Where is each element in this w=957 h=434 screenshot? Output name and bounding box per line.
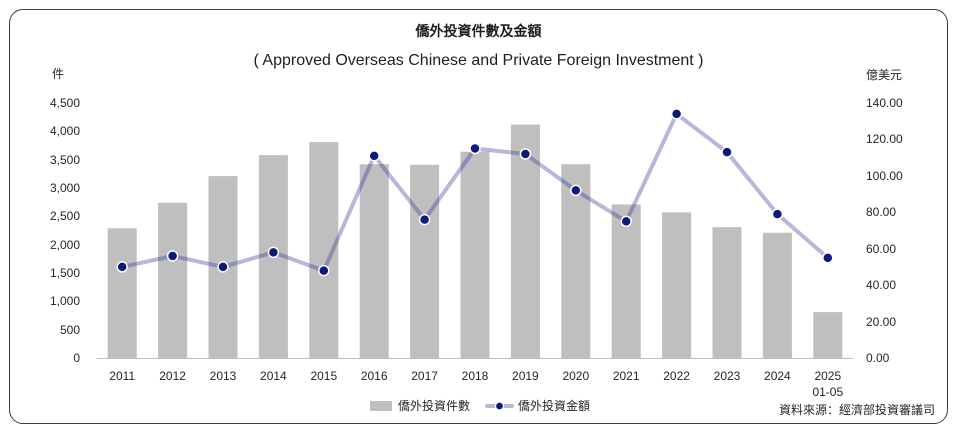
line-point-2014 (267, 246, 280, 259)
x-tick-label: 2019 (512, 369, 539, 383)
y-tick-left: 2,500 (49, 209, 80, 224)
legend-bar-swatch (370, 401, 392, 411)
line-point-2020 (570, 184, 582, 197)
y-tick-left: 1,500 (49, 266, 80, 280)
y-tick-left: 4,500 (49, 96, 80, 110)
y-tick-left: 1,000 (49, 294, 80, 309)
bars-group (107, 124, 843, 359)
x-tick-label: 2015 (310, 369, 338, 383)
line-point-2012 (166, 250, 179, 262)
x-tick-label: 2025 01-05 (812, 369, 844, 399)
x-tick-label: 2013 (209, 369, 237, 383)
x-tick-label: 2023 (713, 369, 741, 383)
line-point-2013 (217, 261, 229, 273)
bar-2018 (460, 151, 490, 358)
chart-frame (9, 9, 948, 424)
bar-2016 (359, 164, 389, 358)
bar-2025 (813, 312, 843, 358)
y-tick-right: 0.00 (866, 351, 890, 365)
x-tick-label: 2012 (159, 369, 186, 383)
x-tick-label: 2017 (411, 369, 438, 383)
line-point-2017 (418, 213, 431, 226)
bar-2024 (762, 232, 792, 358)
y-tick-left: 0 (73, 351, 80, 365)
right-axis-label: 億美元 (866, 68, 903, 82)
line-point-2018 (469, 142, 481, 155)
line-point-2011 (116, 261, 128, 273)
line-point-2023 (721, 146, 733, 158)
line-point-2024 (771, 208, 784, 220)
x-tick-label: 2016 (360, 369, 388, 383)
line-point-2022 (670, 108, 683, 120)
y-tick-left: 3,000 (49, 181, 80, 195)
bar-2011 (107, 228, 137, 358)
line-point-2019 (519, 148, 532, 160)
bar-2021 (611, 204, 641, 358)
x-tick-label: 2014 (260, 369, 287, 383)
line-series-group (116, 108, 834, 277)
x-tick-label: 2011 (109, 369, 136, 383)
bar-2023 (712, 227, 742, 358)
y-tick-right: 60.00 (866, 241, 897, 256)
y-tick-right: 120.00 (866, 132, 903, 147)
source-note: 資料來源：經濟部投資審議司 (778, 403, 935, 417)
y-tick-left: 2,000 (49, 237, 80, 252)
y-tick-left: 3,500 (49, 152, 80, 167)
x-tick-label: 2018 (461, 369, 489, 383)
bar-2020 (561, 164, 591, 358)
bar-2022 (662, 212, 692, 358)
line-point-2015 (318, 264, 330, 277)
x-tick-label: 2022 (663, 369, 690, 383)
legend-label-line: 僑外投資金額 (518, 399, 591, 413)
bar-2019 (510, 124, 540, 359)
y-tick-right: 80.00 (866, 205, 897, 220)
bar-2015 (309, 142, 339, 358)
x-tick-label: 2024 (764, 369, 791, 383)
x-tick-label: 2020 (562, 369, 590, 383)
y-tick-left: 4,000 (49, 124, 80, 139)
y-tick-right: 40.00 (866, 278, 897, 293)
y-tick-left: 500 (59, 322, 80, 337)
legend (370, 401, 514, 411)
chart-subtitle: ( Approved Overseas Chinese and Private … (253, 52, 704, 69)
chart-title: 僑外投資件數及金額 (415, 23, 542, 39)
line-point-2016 (368, 150, 380, 162)
x-tick-label: 2021 (612, 369, 640, 383)
bar-2012 (158, 202, 188, 358)
y-tick-right: 140.00 (866, 96, 903, 110)
y-tick-right: 100.00 (866, 168, 903, 183)
bar-2017 (410, 164, 440, 358)
line-point-2025 (822, 252, 834, 264)
left-axis-label: 件 (52, 67, 65, 81)
legend-label-bars: 僑外投資件數 (398, 399, 471, 413)
y-tick-right: 20.00 (866, 314, 897, 329)
legend-line-marker (494, 401, 505, 411)
line-point-2021 (620, 215, 632, 228)
